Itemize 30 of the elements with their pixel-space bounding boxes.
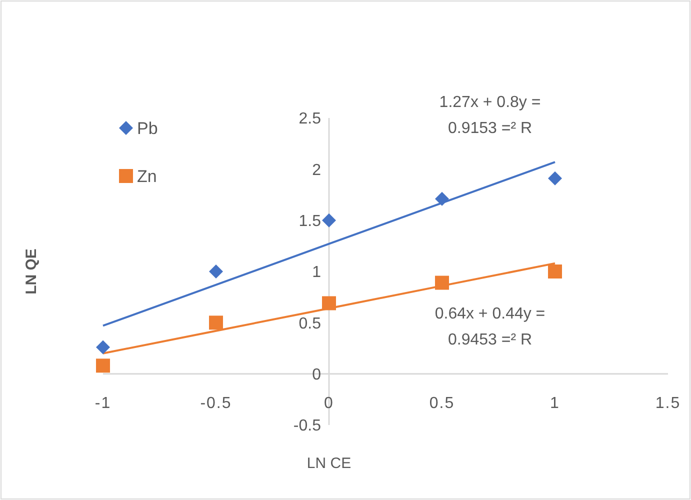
y-tick-label: 2 — [312, 162, 322, 179]
y-tick-label: 0.5 — [298, 315, 322, 332]
line-series — [102, 161, 556, 327]
y-tick-label: 2.5 — [298, 110, 322, 128]
point — [209, 264, 223, 278]
x-tick-label: 0 — [324, 394, 334, 412]
x-tick-label: 1 — [550, 394, 560, 412]
x-tick-label: 1.5 — [655, 394, 681, 412]
point — [96, 340, 110, 354]
annotation: 0.64x + 0.44y = 0.9453 =² R — [434, 305, 546, 348]
x-tick-label: 0.5 — [429, 394, 455, 412]
y-tick-label: -0.5 — [293, 418, 322, 435]
point — [435, 192, 449, 206]
point — [322, 296, 336, 310]
legend-label: Pb — [137, 118, 158, 138]
y-axis-title: LN QE — [23, 248, 40, 294]
y-tick-label: 1.5 — [298, 212, 322, 230]
x-tick-label: -1 — [94, 394, 112, 412]
point — [548, 264, 562, 278]
y-tick-label: 1 — [312, 264, 322, 282]
point — [209, 316, 223, 330]
x-axis-title: LN CE — [306, 455, 352, 472]
y-tick-label: 0 — [312, 366, 322, 384]
point — [322, 213, 336, 228]
point — [548, 171, 562, 186]
point — [96, 358, 110, 373]
x-tick-label: -0.5 — [200, 394, 232, 412]
annotation: 1.27x + 0.8y = 0.9153 =² R — [439, 94, 541, 138]
point — [435, 276, 449, 290]
legend-label: Zn — [137, 166, 157, 186]
